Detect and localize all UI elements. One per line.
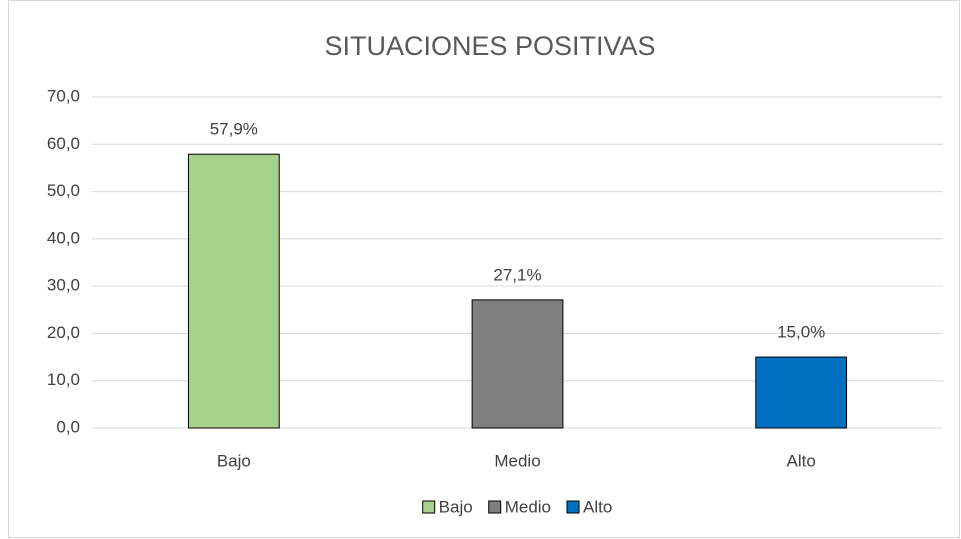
chart-title: SITUACIONES POSITIVAS [324,31,655,61]
x-tick-label: Alto [787,451,816,470]
legend-swatch [422,500,436,514]
y-tick-label: 0,0 [56,417,80,436]
bar [187,153,280,429]
data-label: 57,9% [210,120,258,139]
data-label: 27,1% [493,265,541,284]
bar [755,356,848,429]
data-label: 15,0% [777,323,825,342]
legend-swatch [488,500,502,514]
y-tick-label: 20,0 [47,323,80,342]
legend-label: Bajo [439,497,473,516]
bar [471,299,564,429]
y-tick-label: 70,0 [47,86,80,105]
legend-label: Medio [505,497,551,516]
y-tick-label: 60,0 [47,134,80,153]
y-tick-label: 10,0 [47,370,80,389]
y-tick-label: 30,0 [47,276,80,295]
x-tick-label: Bajo [217,451,251,470]
y-tick-label: 50,0 [47,181,80,200]
x-tick-label: Medio [494,451,540,470]
chart-border [8,0,960,538]
y-tick-label: 40,0 [47,228,80,247]
legend-swatch [566,500,580,514]
legend-label: Alto [583,497,612,516]
